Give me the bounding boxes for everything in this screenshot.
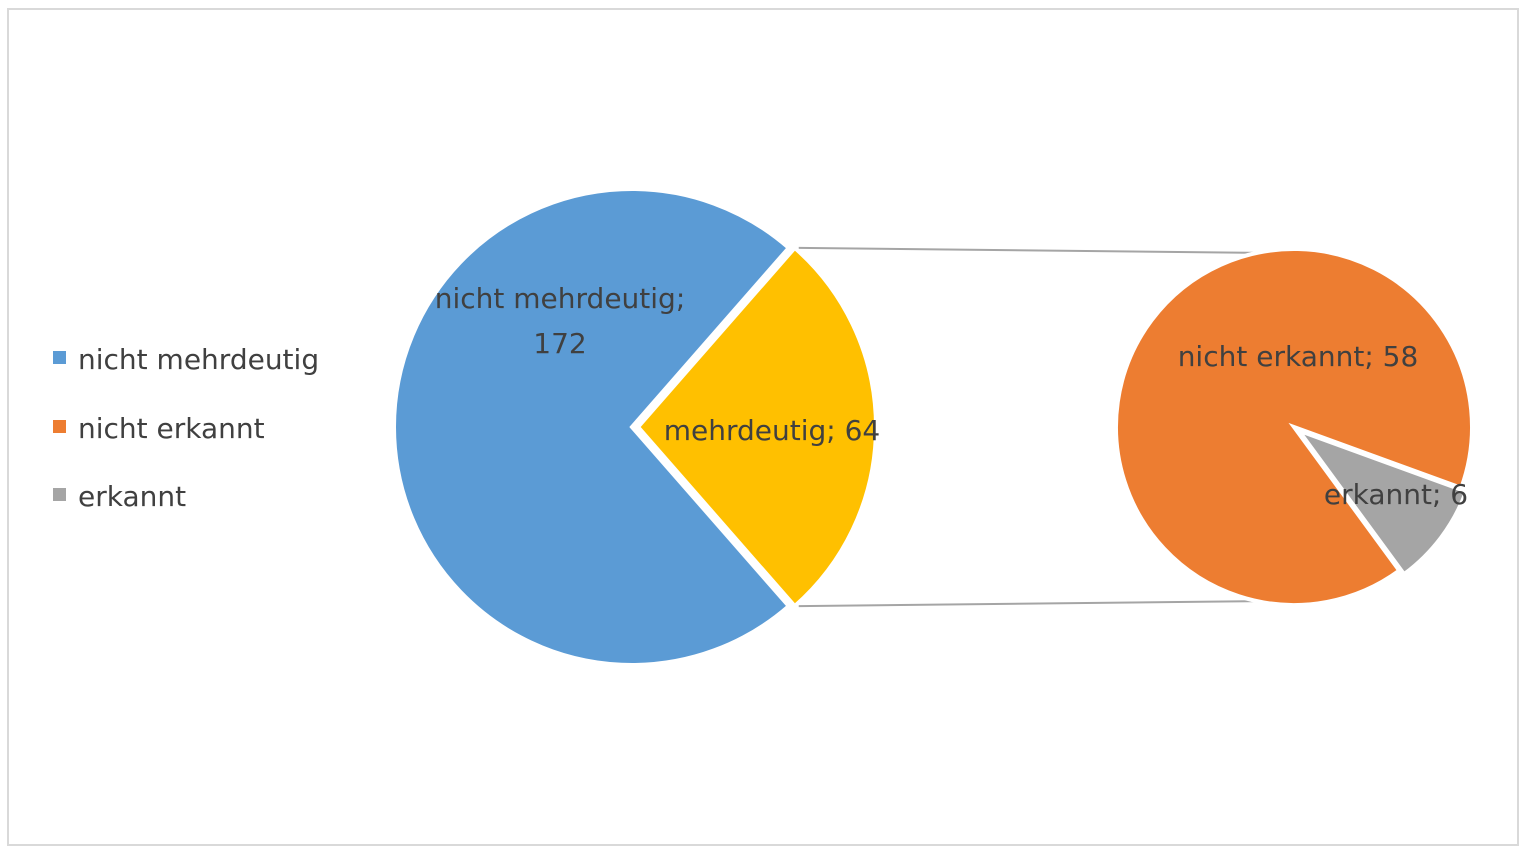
legend-label-nicht-mehrdeutig: nicht mehrdeutig xyxy=(78,343,319,376)
data-label-nicht-mehrdeutig-line1: nicht mehrdeutig; xyxy=(435,282,686,315)
legend-swatch-nicht-erkannt xyxy=(53,420,66,433)
secondary-pie xyxy=(1114,246,1474,607)
connector-line-bottom xyxy=(798,600,1273,608)
main-pie xyxy=(392,187,878,667)
legend-swatch-erkannt xyxy=(53,488,66,501)
connector-lines xyxy=(798,246,1273,608)
data-label-mehrdeutig: mehrdeutig; 64 xyxy=(664,414,881,447)
connector-line-top xyxy=(798,246,1273,254)
slice-nicht-mehrdeutig[interactable] xyxy=(392,187,792,667)
slice-mehrdeutig[interactable] xyxy=(635,245,878,609)
legend: nicht mehrdeutig nicht erkannt erkannt xyxy=(53,343,319,513)
data-label-nicht-mehrdeutig-line2: 172 xyxy=(533,327,586,360)
slice-erkannt[interactable] xyxy=(1293,426,1469,577)
legend-swatch-nicht-mehrdeutig xyxy=(53,351,66,364)
data-label-nicht-erkannt: nicht erkannt; 58 xyxy=(1178,340,1419,373)
legend-label-erkannt: erkannt xyxy=(78,480,186,513)
legend-label-nicht-erkannt: nicht erkannt xyxy=(78,412,265,445)
data-label-erkannt: erkannt; 6 xyxy=(1324,478,1468,511)
